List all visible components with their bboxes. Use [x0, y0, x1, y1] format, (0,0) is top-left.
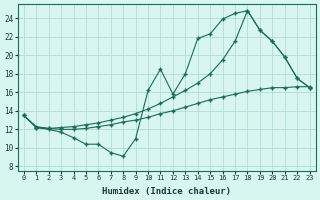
X-axis label: Humidex (Indice chaleur): Humidex (Indice chaleur) [102, 187, 231, 196]
